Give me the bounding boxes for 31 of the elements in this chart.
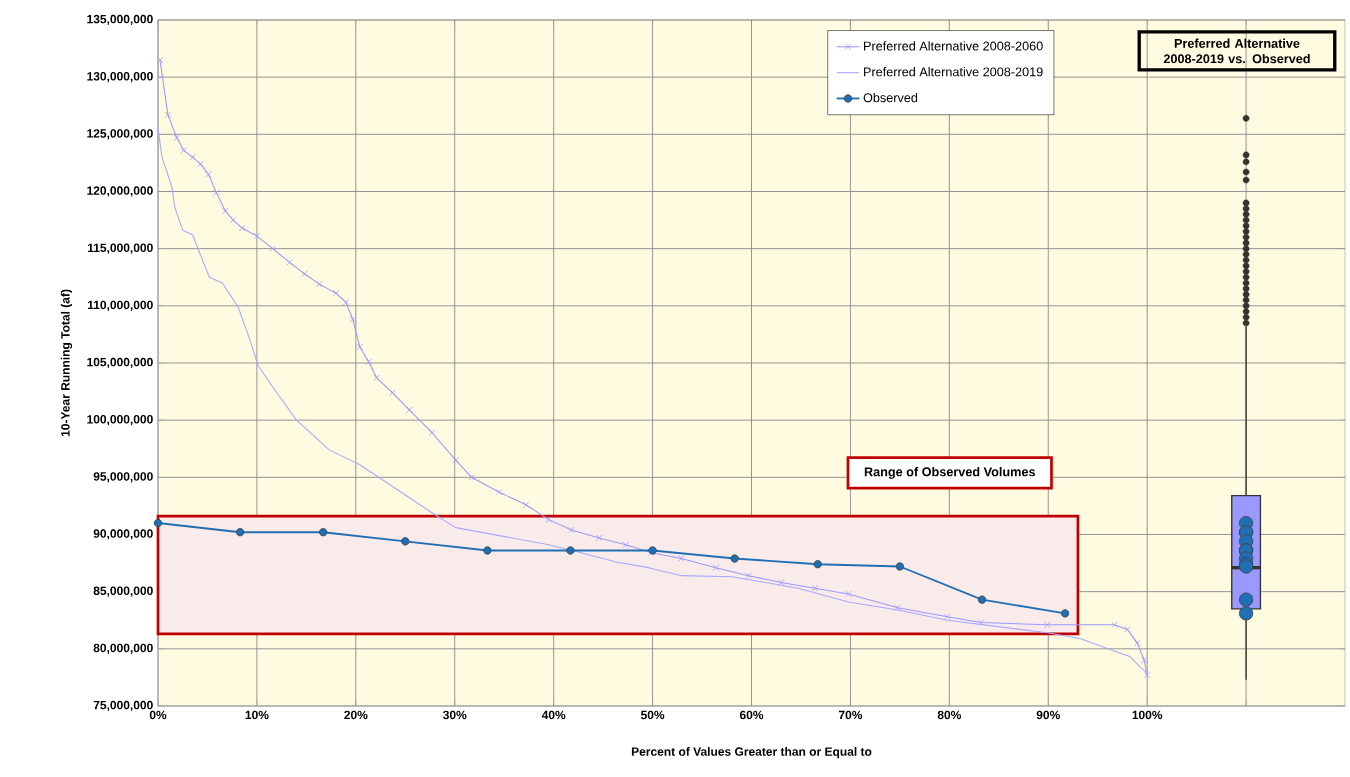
y-tick-label: 75,000,000 [93, 700, 153, 712]
y-tick-label: 115,000,000 [87, 243, 153, 254]
y-tick-label: 130,000,000 [87, 72, 153, 83]
y-tick-label: 120,000,000 [87, 186, 153, 197]
annotation: Preferred Alternative 2008-2019 vs. Observed [1163, 38, 1310, 64]
y-tick-label: 90,000,000 [93, 529, 153, 540]
x-tick-label: 70% [838, 710, 863, 720]
x-tick-label: 90% [1036, 710, 1060, 720]
y-tick-label: 110,000,000 [87, 300, 153, 311]
x-axis-title: Percent of Values Greater than or Equal to [631, 747, 872, 759]
x-tick-label: 50% [640, 710, 665, 720]
x-tick-label: 0% [149, 710, 167, 720]
legend-label: Observed [863, 92, 918, 103]
y-tick-label: 85,000,000 [93, 586, 153, 597]
y-axis-title: 10-Year Running Total (af) [60, 289, 73, 437]
x-tick-label: 20% [344, 710, 368, 720]
y-tick-label: 100,000,000 [87, 415, 153, 426]
y-tick-label: 80,000,000 [93, 643, 153, 654]
x-tick-label: 100% [1132, 710, 1163, 720]
y-tick-label: 105,000,000 [87, 357, 153, 369]
x-tick-label: 30% [443, 710, 467, 720]
y-tick-label: 125,000,000 [87, 129, 153, 140]
y-tick-label: 95,000,000 [93, 472, 153, 483]
legend-label: Preferred Alternative 2008-2019 [864, 67, 1043, 77]
x-tick-label: 10% [245, 710, 269, 720]
band-label: Range of Observed Volumes [864, 466, 1035, 479]
y-tick-label: 135,000,000 [87, 14, 153, 26]
x-tick-label: 60% [739, 710, 764, 720]
x-tick-label: 40% [541, 710, 566, 720]
legend-label: Preferred Alternative 2008-2060 [864, 41, 1043, 51]
x-tick-label: 80% [937, 710, 962, 720]
